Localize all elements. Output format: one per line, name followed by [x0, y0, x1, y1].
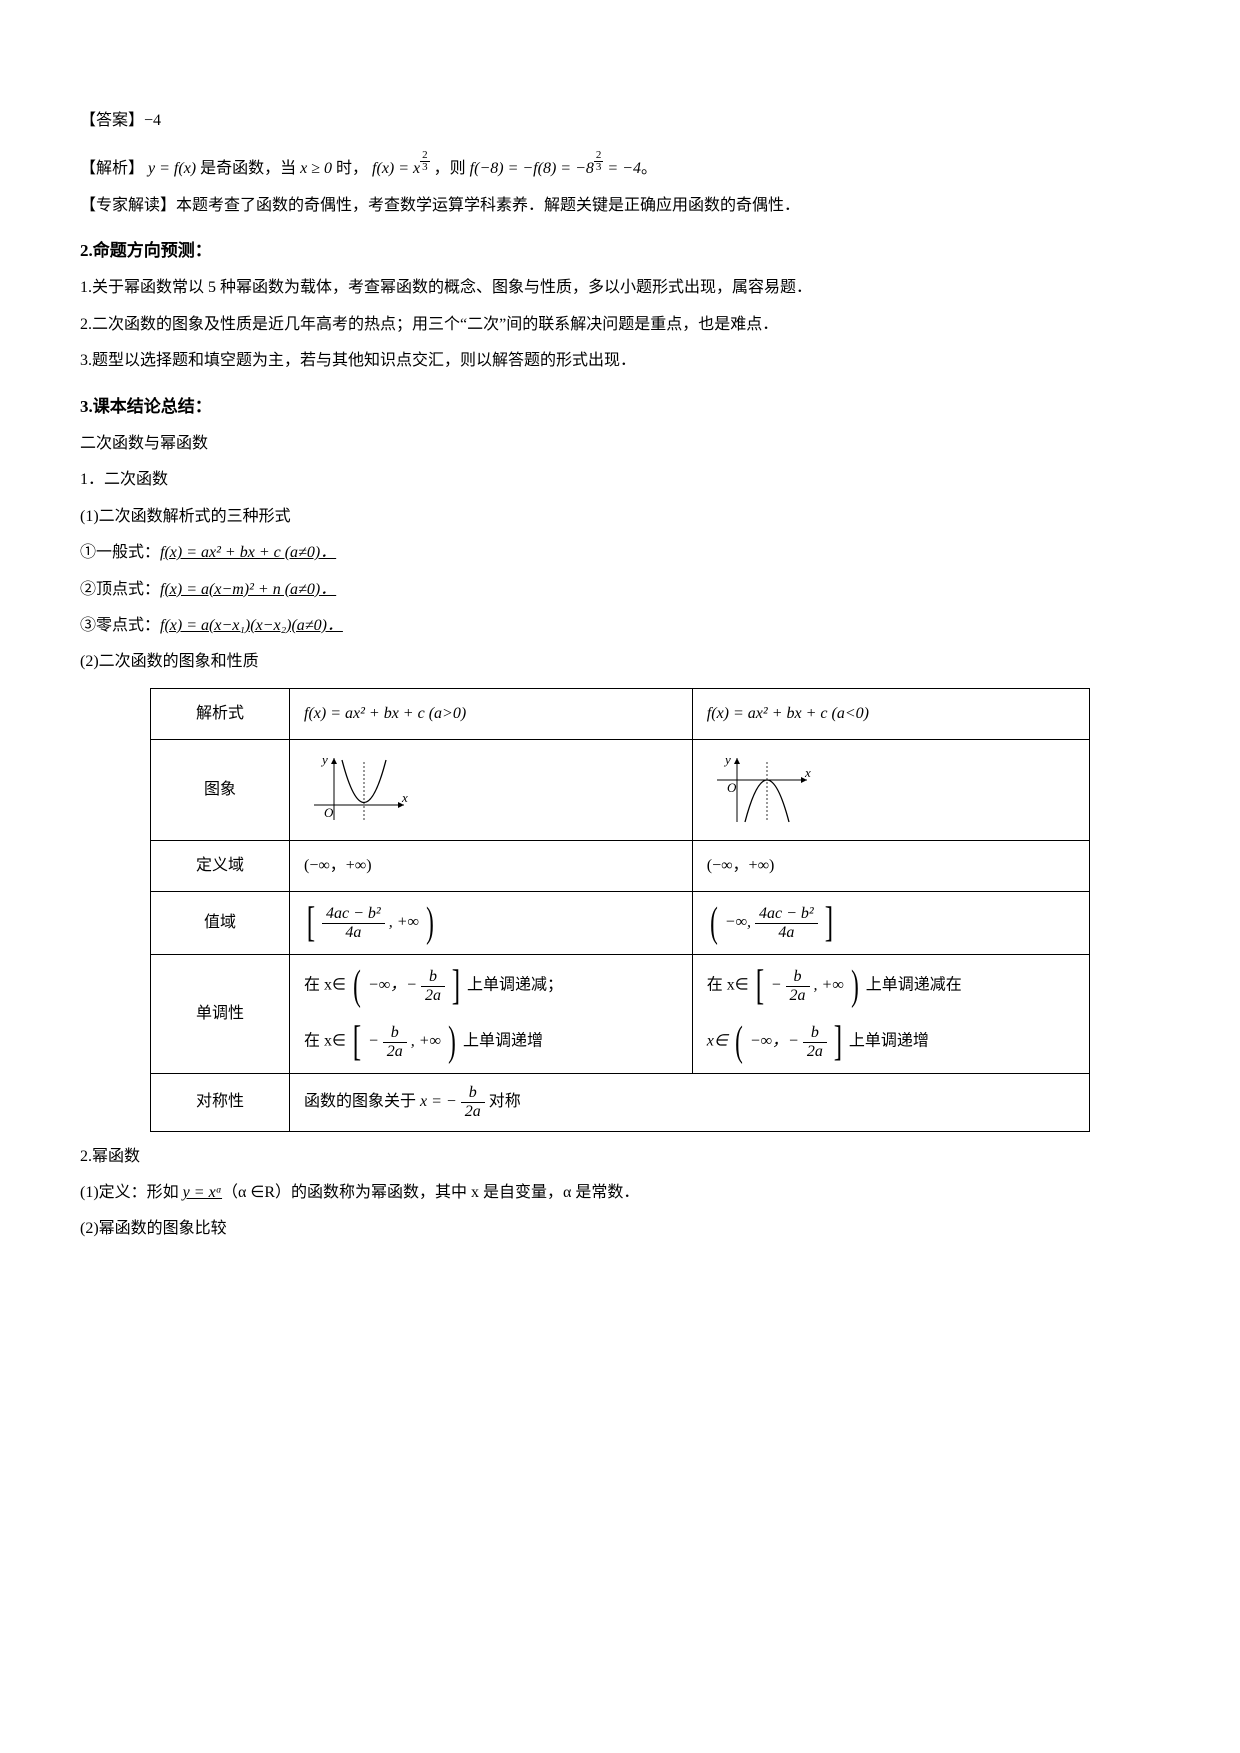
- row-label-jiexishi: 解析式: [151, 688, 290, 739]
- r5c1: 在 x∈ ( −∞，− b2a ] 上单调递减； 在 x∈ [ − b2a , …: [290, 955, 693, 1074]
- parabola-up-icon: O x y: [304, 750, 414, 830]
- analysis-eqend: = −4: [607, 160, 641, 177]
- analysis-xge: x ≥ 0: [300, 160, 332, 177]
- r3c1: (−∞，+∞): [290, 841, 693, 892]
- table-row: 单调性 在 x∈ ( −∞，− b2a ] 上单调递减； 在 x∈ [ − b2…: [151, 955, 1090, 1074]
- analysis-period: 。: [641, 160, 657, 177]
- table-row: 定义域 (−∞，+∞) (−∞，+∞): [151, 841, 1090, 892]
- tail-p3: (2)幂函数的图象比较: [80, 1214, 1160, 1244]
- r1c2: f(x) = ax² + bx + c (a<0): [692, 688, 1089, 739]
- r2c1: O x y: [290, 740, 693, 841]
- power-func-formula: y = xᵅ: [183, 1184, 222, 1201]
- row-label-dingyiyu: 定义域: [151, 841, 290, 892]
- sec3-p1: 1．二次函数: [80, 465, 1160, 495]
- g1-pre: ①一般式：: [80, 544, 160, 561]
- exp-frac-2: 23: [594, 150, 604, 173]
- analysis-label: 【解析】: [80, 160, 144, 177]
- parabola-down-icon: O x y: [707, 750, 817, 830]
- sec2-p3: 3.题型以选择题和填空题为主，若与其他知识点交汇，则以解答题的形式出现．: [80, 346, 1160, 376]
- answer-value: −4: [144, 112, 161, 129]
- analysis-lhs: y = f(x): [148, 160, 196, 177]
- tail-p2: (1)定义：形如 y = xᵅ（α ∈R）的函数称为幂函数，其中 x 是自变量，…: [80, 1178, 1160, 1208]
- g1-formula: f(x) = ax² + bx + c (a≠0)．: [160, 544, 336, 561]
- sec3-g1: ①一般式：f(x) = ax² + bx + c (a≠0)．: [80, 538, 1160, 568]
- answer-label: 【答案】: [80, 112, 144, 129]
- r3c2: (−∞，+∞): [692, 841, 1089, 892]
- table-row: 对称性 函数的图象关于 x = − b2a 对称: [151, 1074, 1090, 1131]
- expert-line: 【专家解读】本题考查了函数的奇偶性，考查数学运算学科素养．解题关键是正确应用函数…: [80, 191, 1160, 221]
- g3-pre: ③零点式：: [80, 617, 160, 634]
- g2-formula: f(x) = a(x−m)² + n (a≠0)．: [160, 581, 336, 598]
- section-2-heading: 2.命题方向预测：: [80, 235, 1160, 267]
- analysis-cond: 是奇函数，当: [200, 160, 300, 177]
- quadratic-properties-table: 解析式 f(x) = ax² + bx + c (a>0) f(x) = ax²…: [150, 688, 1090, 1132]
- tail-p1: 2.幂函数: [80, 1142, 1160, 1172]
- table-row: 解析式 f(x) = ax² + bx + c (a>0) f(x) = ax²…: [151, 688, 1090, 739]
- r6c: 函数的图象关于 x = − b2a 对称: [290, 1074, 1090, 1131]
- row-label-dandiaoxing: 单调性: [151, 955, 290, 1074]
- r4c2-frac: 4ac − b²4a: [755, 905, 818, 941]
- r4c2: ( −∞, 4ac − b²4a ]: [692, 892, 1089, 955]
- exp-frac-1: 23: [420, 150, 430, 173]
- svg-text:y: y: [723, 752, 731, 767]
- sec3-g2: ②顶点式：f(x) = a(x−m)² + n (a≠0)．: [80, 575, 1160, 605]
- table-row: 值域 [ 4ac − b²4a , +∞ ) ( −∞, 4ac − b²4a …: [151, 892, 1090, 955]
- section-3-heading: 3.课本结论总结：: [80, 391, 1160, 423]
- svg-text:O: O: [727, 780, 737, 795]
- sec3-sub1: 二次函数与幂函数: [80, 429, 1160, 459]
- g2-pre: ②顶点式：: [80, 581, 160, 598]
- r5c2: 在 x∈ [ − b2a , +∞ ) 上单调递减在 x∈ ( −∞，− b2a…: [692, 955, 1089, 1074]
- sec2-p2: 2.二次函数的图象及性质是近几年高考的热点；用三个“二次”间的联系解决问题是重点…: [80, 310, 1160, 340]
- svg-text:x: x: [401, 790, 408, 805]
- r1c1: f(x) = ax² + bx + c (a>0): [290, 688, 693, 739]
- sec3-g3: ③零点式：f(x) = a(x−x₁)(x−x₂)(a≠0)．: [80, 611, 1160, 641]
- expert-text: 本题考查了函数的奇偶性，考查数学运算学科素养．解题关键是正确应用函数的奇偶性．: [176, 197, 800, 214]
- r4c1: [ 4ac − b²4a , +∞ ): [290, 892, 693, 955]
- svg-text:x: x: [804, 765, 811, 780]
- row-label-tuxiang: 图象: [151, 740, 290, 841]
- table-row: 图象 O x y O x: [151, 740, 1090, 841]
- r4c1-frac: 4ac − b²4a: [322, 905, 385, 941]
- sec3-p2: (1)二次函数解析式的三种形式: [80, 502, 1160, 532]
- analysis-sep: ，则: [434, 160, 470, 177]
- analysis-line: 【解析】 y = f(x) 是奇函数，当 x ≥ 0 时， f(x) = x23…: [80, 154, 1160, 184]
- analysis-fneg8: f(−8) = −f(8) = −8: [470, 160, 594, 177]
- g3-formula: f(x) = a(x−x₁)(x−x₂)(a≠0)．: [160, 617, 343, 634]
- answer-line: 【答案】−4: [80, 106, 1160, 136]
- analysis-fx: f(x) = x: [372, 160, 420, 177]
- row-label-zhiyu: 值域: [151, 892, 290, 955]
- sec3-p3: (2)二次函数的图象和性质: [80, 647, 1160, 677]
- svg-text:O: O: [324, 805, 334, 820]
- svg-text:y: y: [320, 752, 328, 767]
- analysis-then: 时，: [336, 160, 368, 177]
- expert-label: 【专家解读】: [80, 197, 176, 214]
- r2c2: O x y: [692, 740, 1089, 841]
- row-label-duichenxing: 对称性: [151, 1074, 290, 1131]
- sec2-p1: 1.关于幂函数常以 5 种幂函数为载体，考查幂函数的概念、图象与性质，多以小题形…: [80, 273, 1160, 303]
